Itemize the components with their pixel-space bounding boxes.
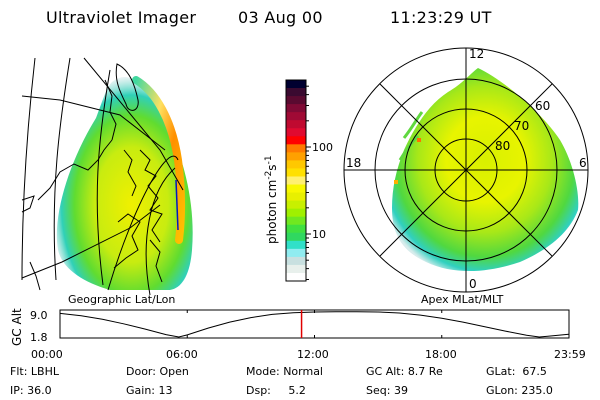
instrument-title: Ultraviolet Imager [46,8,197,27]
x-tick-label: 06:00 [166,348,198,361]
status-label: GLat: [486,365,516,378]
x-tick-label: 00:00 [31,348,63,361]
status-gain: Gain: 13 [126,385,173,397]
x-tick-label: 18:00 [425,348,457,361]
colorbar-segment [286,104,306,113]
polar-map [343,47,589,293]
colorbar-segment [286,144,306,153]
colorbar-segment [286,224,306,234]
lat-ring-label-80: 80 [495,139,510,153]
hot-spot [417,138,421,142]
colorbar-segment [286,152,306,161]
mlt-label-0: 0 [469,277,477,291]
aurora-emission-geo [56,77,193,290]
status-ip: IP: 36.0 [10,385,52,397]
altitude-plot [59,309,570,339]
colorbar-segment [286,112,306,121]
colorbar-segment [286,96,306,105]
status-glon: GLon: 235.0 [486,385,553,397]
colorbar-segment [286,192,306,202]
status-value: 67.5 [522,365,547,378]
mlt-label-18: 18 [346,156,361,170]
status-label: GLon: [486,384,518,397]
status-label: Flt: [10,365,28,378]
status-value: 5.2 [288,384,306,397]
colorbar-segment [286,160,306,169]
polar-panel-label: Apex MLat/MLT [421,293,504,306]
mlt-label-12: 12 [469,47,484,61]
altitude-ymin-label: 1.8 [30,331,48,344]
status-label: GC Alt: [366,365,405,378]
colorbar-segment [286,256,306,266]
colorbar-tick-10: 10 [312,228,326,241]
status-value: LBHL [30,365,59,378]
status-label: Gain: [126,384,155,397]
colorbar-segment [286,120,306,129]
colorbar-tick-100: 100 [312,141,333,154]
status-value: 8.7 Re [407,365,443,378]
lat-ring-label-70: 70 [514,119,529,133]
status-gc-alt: GC Alt: 8.7 Re [366,366,443,378]
colorbar-segment [286,176,306,186]
status-label: Mode: [246,365,280,378]
colorbar-segment [286,136,306,145]
status-value: 36.0 [27,384,52,397]
hot-spot [394,180,398,184]
status-door: Door: Open [126,366,189,378]
colorbar-unit-base: photon cm [265,180,279,244]
date-label: 03 Aug 00 [238,8,323,27]
status-glat: GLat: 67.5 [486,366,547,378]
colorbar-segment [286,88,306,97]
colorbar-segment [286,240,306,250]
colorbar-segment [286,264,306,274]
time-label: 11:23:29 UT [390,8,492,27]
status-value: Open [159,365,189,378]
colorbar-segment [286,168,306,177]
colorbar-unit-exp2: -1 [264,155,274,164]
status-value: 39 [393,384,408,397]
status-value: 13 [158,384,173,397]
status-mode: Mode: Normal [246,366,323,378]
status-label: IP: [10,384,24,397]
x-tick-label: 12:00 [297,348,329,361]
status-label: Seq: [366,384,391,397]
altitude-ymax-label: 9.0 [30,309,48,322]
altitude-curve [59,311,569,338]
status-value: 235.0 [521,384,553,397]
colorbar-unit-s: s [265,164,279,170]
altitude-plot-frame [59,309,570,339]
colorbar-segment [286,80,306,89]
mlt-label-6: 6 [579,156,587,170]
colorbar-segment [286,200,306,210]
colorbar-unit-label: photon cm-2s-1 [264,155,279,244]
colorbar-unit-exp1: -2 [264,171,274,180]
status-filter: Flt: LBHL [10,366,59,378]
colorbar-segment [286,184,306,194]
status-seq: Seq: 39 [366,385,408,397]
colorbar-frame [285,79,307,282]
altitude-ylabel: GC Alt [10,308,24,346]
status-value: Normal [283,365,323,378]
colorbar-segment [286,128,306,137]
geographic-map [21,57,193,296]
status-label: Door: [126,365,156,378]
status-label: Dsp: [246,384,271,397]
colorbar [285,79,311,282]
geo-panel-label: Geographic Lat/Lon [68,293,175,306]
colorbar-segment [286,248,306,258]
colorbar-segment [286,216,306,226]
colorbar-segment [286,272,306,282]
lat-ring-label-60: 60 [535,99,550,113]
colorbar-segment [286,232,306,242]
colorbar-segment [286,208,306,218]
status-dsp: Dsp: 5.2 [246,385,306,397]
x-tick-label: 23:59 [554,348,586,361]
